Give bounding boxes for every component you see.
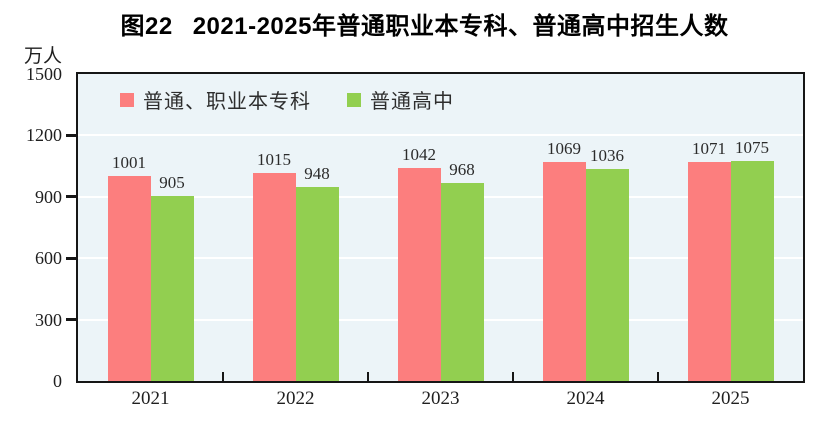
x-axis-label: 2022: [276, 388, 315, 409]
y-axis-label: 300: [35, 309, 62, 330]
bar-2023-series2: [440, 182, 484, 381]
legend: 普通、职业本专科 普通高中: [120, 85, 454, 114]
bar-value-label: 968: [449, 159, 475, 179]
y-axis-label: 600: [35, 248, 62, 269]
legend-swatch-series1: [120, 92, 134, 107]
x-tick: [657, 372, 659, 381]
bar-2025-series1: [687, 161, 731, 381]
y-axis-label: 1200: [26, 125, 62, 146]
y-tick-1200: [66, 133, 76, 137]
bar-2021-series2: [150, 195, 194, 381]
y-axis-label: 1500: [26, 64, 62, 84]
y-tick-600: [66, 256, 76, 260]
gridline-1200: [78, 134, 803, 137]
x-axis-label: 2023: [421, 388, 460, 409]
y-tick-300: [66, 318, 76, 322]
x-axis-label: 2021: [131, 388, 170, 409]
legend-label-series1: 普通、职业本专科: [143, 91, 311, 113]
legend-item-series2: 普通高中: [347, 85, 454, 114]
plot-area: 普通、职业本专科 普通高中 1001 905 1015 948 1042 968 1069 1…: [76, 72, 805, 383]
y-axis-label: 0: [53, 371, 62, 391]
bar-value-label: 1036: [590, 145, 624, 165]
x-tick: [512, 372, 514, 381]
x-tick: [222, 372, 224, 381]
x-tick: [367, 372, 369, 381]
y-axis-unit-label: 万人: [23, 46, 62, 67]
bar-value-label: 1075: [735, 137, 769, 157]
bar-2022-series1: [252, 173, 296, 381]
figure-number: 图22: [120, 13, 173, 40]
chart-title-text: 2021-2025年普通职业本专科、普通高中招生人数: [192, 13, 729, 40]
bar-2025-series2: [730, 160, 774, 381]
bar-value-label: 905: [159, 172, 185, 192]
bar-value-label: 1071: [692, 138, 726, 158]
bar-2023-series1: [397, 167, 441, 381]
bar-2021-series1: [107, 176, 151, 381]
y-axis-label: 900: [35, 186, 62, 207]
legend-label-series2: 普通高中: [370, 91, 454, 113]
bar-value-label: 1069: [547, 139, 581, 159]
bar-2024-series1: [542, 162, 586, 381]
bar-value-label: 948: [304, 163, 330, 183]
bar-value-label: 1001: [112, 153, 146, 173]
legend-item-series1: 普通、职业本专科: [120, 85, 311, 114]
bar-value-label: 1042: [402, 144, 436, 164]
bar-2022-series2: [295, 186, 339, 381]
chart-title: 图22 2021-2025年普通职业本专科、普通高中招生人数: [0, 6, 827, 41]
bar-value-label: 1015: [257, 150, 291, 170]
legend-swatch-series2: [347, 92, 361, 107]
x-axis-label: 2024: [566, 388, 605, 409]
y-tick-900: [66, 195, 76, 199]
bar-2024-series2: [585, 168, 629, 381]
x-axis-label: 2025: [711, 388, 750, 409]
